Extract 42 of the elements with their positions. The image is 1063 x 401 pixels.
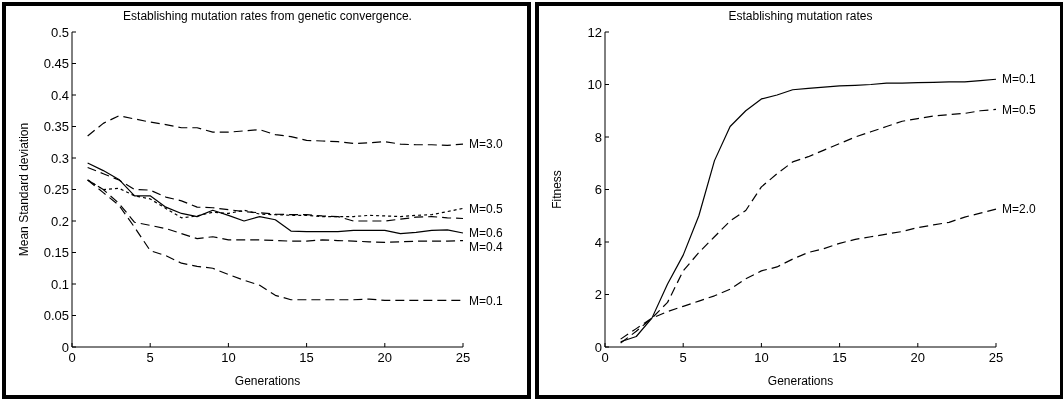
y-tick-label: 4 <box>594 234 602 250</box>
series-label: M=0.5 <box>1001 102 1036 117</box>
y-tick-label: 2 <box>594 287 602 303</box>
series-label: M=3.0 <box>469 137 504 152</box>
y-tick-label: 8 <box>594 129 602 145</box>
x-tick-label: 5 <box>679 350 687 365</box>
x-tick-label: 20 <box>377 350 393 365</box>
y-tick-label: 0.3 <box>50 150 69 166</box>
series-label: M=0.1 <box>469 293 504 308</box>
y-tick-label: 0.15 <box>43 245 69 261</box>
x-tick-label: 10 <box>221 350 236 365</box>
x-axis-title: Generations <box>767 374 833 388</box>
y-tick-label: 0.2 <box>50 213 69 229</box>
series-label: M=0.6 <box>469 226 504 241</box>
y-tick-label: 0.05 <box>43 308 69 324</box>
y-tick-label: 0 <box>594 339 602 355</box>
series-label: M=0.4 <box>469 240 504 255</box>
y-tick-label: 0.5 <box>50 24 69 40</box>
chart-title: Establishing mutation rates <box>727 9 873 23</box>
x-tick-label: 20 <box>910 350 925 365</box>
x-axis-title: Generations <box>234 374 301 388</box>
y-tick-label: 0.25 <box>43 182 69 198</box>
y-tick-label: 0.4 <box>50 87 69 103</box>
y-tick-label: 10 <box>587 77 602 93</box>
x-tick-label: 25 <box>455 350 471 365</box>
y-tick-label: 12 <box>587 24 602 40</box>
chart-title: Establishing mutation rates from genetic convergence. <box>123 9 412 23</box>
y-tick-label: 0 <box>61 339 69 355</box>
x-tick-label: 15 <box>299 350 314 365</box>
x-tick-label: 10 <box>753 350 769 365</box>
y-tick-label: 6 <box>594 182 602 198</box>
x-tick-label: 5 <box>146 350 154 365</box>
x-tick-label: 15 <box>831 350 847 365</box>
y-tick-label: 0.1 <box>50 276 69 292</box>
y-tick-label: 0.45 <box>43 56 69 72</box>
series-label: M=0.1 <box>1001 72 1036 87</box>
y-tick-label: 0.35 <box>43 119 69 135</box>
series-label: M=2.0 <box>1001 202 1036 217</box>
y-axis-title: Mean Standard deviation <box>17 122 31 257</box>
series-label: M=0.5 <box>469 201 504 216</box>
x-tick-label: 25 <box>988 350 1003 365</box>
y-axis-title: Fitness <box>549 170 564 209</box>
